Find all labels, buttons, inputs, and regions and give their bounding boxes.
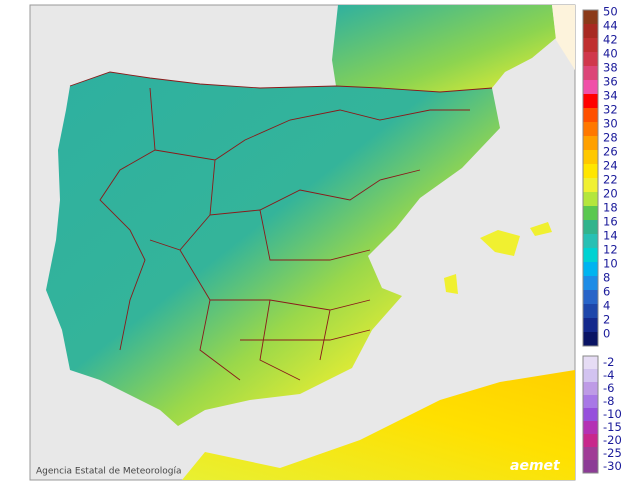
- legend-swatch: [583, 460, 598, 473]
- color-legend: 5044424038363432302826242220181614121086…: [582, 5, 622, 474]
- legend-swatch: [583, 38, 598, 52]
- legend-swatch: [583, 192, 598, 206]
- legend-swatch: [583, 164, 598, 178]
- legend-label: -8: [603, 394, 614, 408]
- legend-swatch: [583, 421, 598, 434]
- legend-label: 28: [603, 131, 618, 145]
- legend-swatch: [583, 122, 598, 136]
- credit-text: Agencia Estatal de Meteorología: [36, 467, 182, 477]
- legend-swatch: [583, 356, 598, 369]
- legend-label: 50: [603, 5, 618, 19]
- italy-land: [552, 5, 575, 70]
- legend-swatch: [583, 318, 598, 332]
- legend-label: -10: [603, 407, 622, 421]
- legend-swatch: [583, 332, 598, 346]
- legend-swatch: [583, 369, 598, 382]
- legend-swatch: [583, 382, 598, 395]
- legend-label: 40: [603, 47, 618, 61]
- legend-swatch: [583, 150, 598, 164]
- legend-swatch: [583, 276, 598, 290]
- legend-label: 26: [603, 145, 618, 159]
- legend-label: 0: [603, 327, 610, 341]
- legend-swatch: [583, 66, 598, 80]
- legend-border: [582, 9, 599, 347]
- legend-swatch: [583, 408, 598, 421]
- legend-label: 6: [603, 285, 610, 299]
- legend-label: 44: [603, 19, 618, 33]
- legend-label: -2: [603, 355, 614, 369]
- france-land: [332, 5, 556, 92]
- legend-swatch: [583, 290, 598, 304]
- legend-label: 10: [603, 257, 618, 271]
- legend-label: 12: [603, 243, 618, 257]
- legend-label: 8: [603, 271, 610, 285]
- legend-label: 36: [603, 75, 618, 89]
- legend-swatch: [583, 262, 598, 276]
- province-borders: [99, 87, 470, 381]
- legend-label: 22: [603, 173, 618, 187]
- legend-label: -20: [603, 433, 622, 447]
- legend-label: 16: [603, 215, 618, 229]
- legend-swatch: [583, 220, 598, 234]
- legend-label: 24: [603, 159, 618, 173]
- logo-text: aemet: [510, 458, 561, 474]
- legend-swatch: [583, 447, 598, 460]
- legend-swatch: [583, 234, 598, 248]
- legend-label: 34: [603, 89, 618, 103]
- legend-label: -4: [603, 368, 614, 382]
- legend-swatch: [583, 248, 598, 262]
- legend-swatch: [583, 304, 598, 318]
- legend-swatch: [583, 395, 598, 408]
- legend-label: -25: [603, 446, 622, 460]
- iberia-land: [46, 72, 500, 426]
- legend-label: -6: [603, 381, 614, 395]
- menorca: [530, 222, 552, 236]
- africa-land: [182, 370, 575, 480]
- coast-north: [69, 71, 493, 93]
- legend-label: 42: [603, 33, 618, 47]
- legend-label: -30: [603, 459, 622, 473]
- legend-label: 20: [603, 187, 618, 201]
- legend-swatch: [583, 136, 598, 150]
- legend-swatch: [583, 178, 598, 192]
- legend-swatch: [583, 434, 598, 447]
- legend-label: 2: [603, 313, 610, 327]
- legend-swatch: [583, 94, 598, 108]
- legend-label: 14: [603, 229, 618, 243]
- legend-swatch: [583, 52, 598, 66]
- legend-label: 18: [603, 201, 618, 215]
- legend-swatch: [583, 108, 598, 122]
- legend-label: 4: [603, 299, 610, 313]
- legend-swatch: [583, 24, 598, 38]
- legend-label: 38: [603, 61, 618, 75]
- legend-border: [582, 355, 599, 474]
- mallorca: [480, 230, 520, 256]
- legend-label: 32: [603, 103, 618, 117]
- legend-swatch: [583, 10, 598, 24]
- legend-label: 30: [603, 117, 618, 131]
- legend-swatch: [583, 80, 598, 94]
- legend-swatch: [583, 206, 598, 220]
- legend-label: -15: [603, 420, 622, 434]
- ibiza: [444, 274, 458, 294]
